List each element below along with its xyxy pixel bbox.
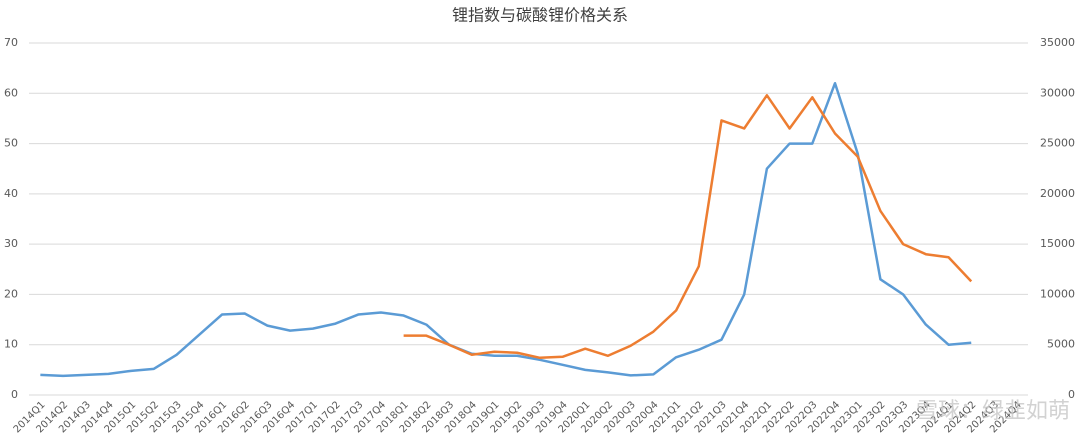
y-tick-label: 50 — [4, 137, 18, 150]
y-tick-label: 60 — [4, 86, 18, 99]
y-tick-label: 0 — [11, 388, 18, 401]
y2-tick-label: 15000 — [1040, 237, 1075, 250]
watermark: 雪球：绿韭如萌 — [916, 399, 1070, 424]
y-tick-label: 20 — [4, 287, 18, 300]
y2-tick-label: 0 — [1068, 388, 1075, 401]
series-line — [403, 94, 973, 360]
y-tick-label: 30 — [4, 237, 18, 250]
y-tick-label: 10 — [4, 338, 18, 351]
y-tick-label: 40 — [4, 187, 18, 200]
y2-tick-label: 5000 — [1047, 338, 1075, 351]
y2-tick-label: 30000 — [1040, 86, 1075, 99]
y-tick-label: 70 — [4, 36, 18, 49]
y2-tick-label: 10000 — [1040, 287, 1075, 300]
y2-tick-label: 35000 — [1040, 36, 1075, 49]
y2-tick-label: 25000 — [1040, 137, 1075, 150]
series-line — [40, 81, 972, 378]
chart-title: 锂指数与碳酸锂价格关系 — [452, 6, 628, 25]
y2-tick-label: 20000 — [1040, 187, 1075, 200]
